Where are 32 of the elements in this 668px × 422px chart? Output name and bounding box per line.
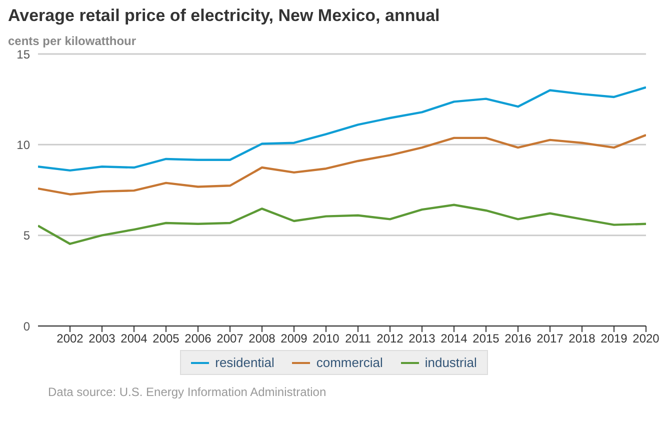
x-tick-label: 2016 (504, 332, 532, 346)
x-tick-label: 2012 (376, 332, 404, 346)
x-tick-label: 2002 (56, 332, 84, 346)
y-tick-label: 10 (16, 138, 30, 152)
x-tick-label: 2005 (152, 332, 180, 346)
x-tick-label: 2011 (345, 332, 372, 346)
x-tick-label: 2013 (408, 332, 436, 346)
y-tick-label: 0 (23, 319, 30, 334)
x-tick-label: 2004 (120, 332, 148, 346)
legend-label: residential (214, 355, 274, 370)
x-tick-label: 2008 (248, 332, 276, 346)
x-tick-label: 2014 (440, 332, 468, 346)
y-tick-label: 15 (16, 47, 30, 62)
x-tick-label: 2003 (88, 332, 116, 346)
line-series (38, 86, 646, 172)
x-tick-label: 2018 (568, 332, 596, 346)
legend-label: commercial (315, 355, 383, 370)
x-tick-label: 2019 (600, 332, 628, 346)
y-tick-label: 5 (23, 228, 30, 243)
source-note: Data source: U.S. Energy Information Administration (48, 385, 328, 399)
x-tick-label: 2017 (536, 332, 564, 346)
x-tick-label: 2015 (472, 332, 500, 346)
x-tick-label: 2007 (216, 332, 244, 346)
x-tick-label: 2009 (280, 332, 308, 346)
legend-label: industrial (424, 355, 477, 370)
line-series (38, 134, 646, 196)
chart-title: Average retail price of electricity, New Mexico, annual (8, 6, 441, 26)
x-tick-label: 2010 (312, 332, 340, 346)
x-tick-label: 2006 (184, 332, 212, 346)
chart-subtitle: cents per kilowatthour (8, 34, 138, 48)
x-tick-label: 2020 (632, 332, 660, 346)
line-series (38, 204, 646, 245)
